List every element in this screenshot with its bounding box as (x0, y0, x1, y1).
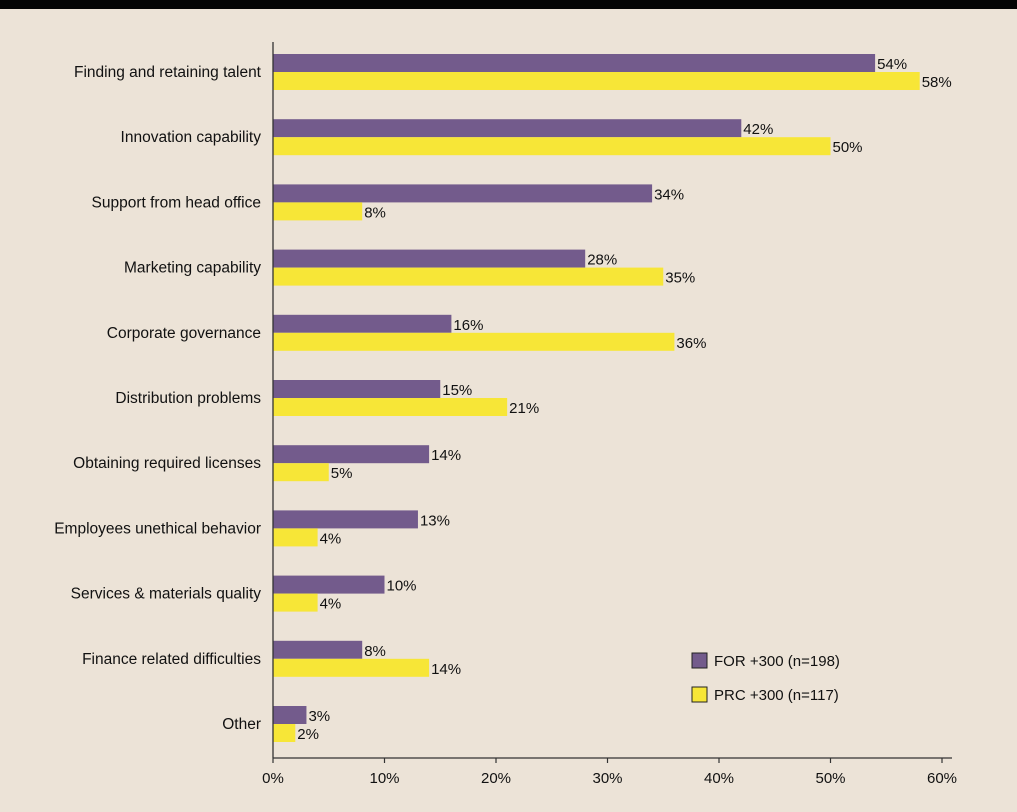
bar-prc (273, 267, 664, 286)
x-tick-label: 20% (481, 770, 511, 787)
value-label-for: 15% (442, 382, 472, 399)
legend-label-for: FOR +300 (n=198) (714, 653, 840, 670)
bar-prc (273, 658, 430, 677)
value-label-for: 54% (877, 56, 907, 73)
value-label-for: 10% (387, 578, 417, 595)
value-label-prc: 36% (676, 335, 706, 352)
bar-for (273, 510, 418, 529)
category-label: Finding and retaining talent (74, 64, 262, 81)
value-label-for: 14% (431, 447, 461, 464)
bar-for (273, 314, 452, 333)
value-label-prc: 2% (297, 726, 319, 743)
legend-label-prc: PRC +300 (n=117) (714, 687, 839, 704)
bar-prc (273, 332, 675, 351)
category-label: Finance related difficulties (82, 651, 261, 668)
value-label-prc: 50% (833, 139, 863, 156)
category-label: Other (222, 716, 261, 733)
value-label-prc: 21% (509, 400, 539, 417)
category-label: Services & materials quality (71, 586, 262, 603)
category-label: Obtaining required licenses (73, 455, 261, 472)
value-label-prc: 8% (364, 204, 386, 221)
category-label: Corporate governance (107, 325, 261, 342)
legend-swatch-for (691, 652, 708, 669)
category-label: Employees unethical behavior (54, 520, 261, 537)
value-label-for: 28% (587, 252, 617, 269)
value-label-prc: 14% (431, 661, 461, 678)
x-tick-label: 10% (369, 770, 399, 787)
bar-for (273, 706, 307, 724)
legend-swatch-prc (691, 686, 708, 703)
bar-prc (273, 724, 296, 742)
value-label-prc: 4% (320, 530, 342, 547)
x-tick-label: 60% (927, 770, 957, 787)
value-label-prc: 5% (331, 465, 353, 482)
value-label-for: 42% (743, 121, 773, 138)
bar-prc (273, 463, 329, 482)
value-label-prc: 35% (665, 270, 695, 287)
value-label-for: 8% (364, 643, 386, 660)
value-label-for: 13% (420, 512, 450, 529)
bar-for (273, 54, 876, 72)
x-tick-label: 30% (592, 770, 622, 787)
value-label-prc: 4% (320, 596, 342, 613)
bar-prc (273, 528, 318, 547)
x-tick-label: 50% (815, 770, 845, 787)
bar-for (273, 119, 742, 138)
value-label-for: 3% (308, 708, 330, 725)
category-label: Support from head office (92, 194, 261, 211)
category-label: Distribution problems (115, 390, 261, 407)
top-bar (0, 0, 1017, 9)
bar-prc (273, 137, 831, 156)
bar-prc (273, 593, 318, 612)
x-tick-label: 40% (704, 770, 734, 787)
bar-for (273, 380, 441, 398)
bar-for (273, 184, 653, 203)
bar-for (273, 249, 586, 268)
value-label-prc: 58% (922, 74, 952, 91)
bar-prc (273, 398, 508, 416)
value-label-for: 16% (453, 317, 483, 334)
value-label-for: 34% (654, 186, 684, 203)
category-label: Marketing capability (124, 260, 261, 277)
bar-prc (273, 202, 363, 221)
bar-prc (273, 72, 920, 90)
x-tick-label: 0% (262, 770, 284, 787)
category-label: Innovation capability (121, 129, 262, 146)
bar-for (273, 640, 363, 659)
bar-for (273, 445, 430, 464)
bar-for (273, 575, 385, 594)
